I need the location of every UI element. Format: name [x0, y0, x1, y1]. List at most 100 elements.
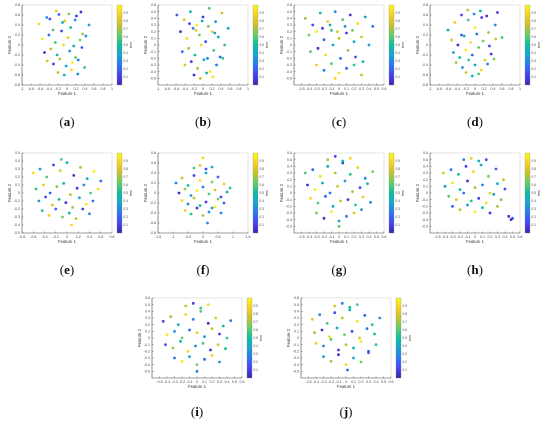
colorbar-tick-label: 0.5 [260, 43, 265, 47]
x-tick-label: 0.6 [518, 235, 523, 239]
data-point [306, 183, 309, 187]
y-tick-label: 0 [18, 191, 20, 195]
y-tick-label: 0.6 [15, 13, 20, 17]
axes-box [21, 152, 113, 234]
colorbar-tick-label: 0.8 [260, 167, 265, 171]
data-point [71, 206, 75, 209]
data-point [356, 166, 360, 170]
data-point [218, 360, 221, 364]
colorbar-tick-label: 0.9 [532, 159, 537, 163]
y-tick-label: 0.3 [287, 23, 292, 27]
colorbar-tick-label: 0.5 [124, 191, 129, 195]
data-point [309, 50, 312, 54]
data-point [322, 355, 325, 359]
y-tick-label: 0.2 [145, 323, 150, 327]
data-point [208, 70, 212, 74]
y-tick-label: 0.4 [15, 23, 20, 27]
data-point [360, 35, 363, 39]
data-point [226, 26, 230, 30]
data-point [355, 303, 359, 307]
colorbar-tick-label: 0.7 [532, 27, 537, 31]
data-point [195, 23, 199, 27]
data-point [76, 72, 80, 76]
y-tick-label: 0 [18, 43, 20, 47]
data-point [60, 29, 63, 33]
data-point [207, 192, 211, 196]
data-point [330, 210, 333, 214]
colorbar-tick-label: 0.9 [124, 11, 129, 15]
x-tick-label: -0.3 [320, 380, 326, 384]
data-point [326, 20, 330, 24]
data-point [464, 164, 468, 168]
data-point [70, 223, 73, 227]
data-point [216, 343, 220, 347]
colorbar-tick-label: 0.5 [532, 191, 537, 195]
data-point [224, 347, 227, 351]
data-point [186, 202, 190, 206]
colorbar-tick-label: 0.8 [532, 19, 537, 23]
y-tick-label: 0.1 [151, 37, 156, 41]
data-point [228, 186, 232, 190]
data-point [343, 24, 347, 28]
x-tick-label: 0.2 [74, 87, 79, 91]
y-tick-label: 0.4 [423, 165, 428, 169]
data-point [472, 170, 475, 174]
data-point [201, 185, 205, 189]
data-point [71, 61, 74, 64]
x-tick-label: -0.3 [171, 380, 177, 384]
data-point [363, 176, 367, 180]
x-axis-label: Feature 1 [466, 239, 485, 244]
x-tick-label: -1 [171, 235, 174, 239]
x-tick-label: -0.2 [53, 235, 59, 239]
data-point [205, 71, 209, 75]
data-point [370, 323, 374, 327]
data-point [479, 9, 482, 13]
x-tick-label: 0.4 [503, 235, 508, 239]
x-tick-label: -0.4 [454, 87, 460, 91]
data-point [76, 58, 80, 62]
x-tick-label: -0.2 [457, 235, 463, 239]
colorbar-tick-label: 0.5 [396, 191, 401, 195]
colorbar-label: tree [537, 190, 541, 196]
colorbar-tick-label: 0.5 [254, 336, 259, 340]
data-point [85, 177, 89, 181]
x-tick-label: 1 [111, 87, 113, 91]
data-point [92, 170, 96, 173]
data-point [472, 12, 476, 16]
data-point [50, 203, 54, 207]
data-point [333, 304, 337, 308]
colorbar-tick-label: 0.6 [124, 183, 129, 187]
data-point [213, 31, 217, 35]
x-tick-label: 0 [196, 380, 198, 384]
y-tick-label: 0.5 [151, 10, 156, 14]
data-point [206, 321, 210, 325]
data-point [188, 328, 191, 332]
y-tick-label: 0.4 [151, 17, 156, 21]
y-tick-label: -0.1 [14, 199, 20, 203]
colorbar-tick-label: 0.4 [260, 51, 265, 55]
x-tick-label: 0.6 [98, 235, 103, 239]
panel-caption-d: (d) [467, 114, 483, 129]
colorbar-tick-label: 0.2 [260, 215, 265, 219]
x-tick-label: 0.2 [352, 235, 357, 239]
data-point [346, 198, 350, 202]
data-point [37, 22, 41, 26]
data-point [480, 16, 484, 19]
colorbar-tick-label: 0.2 [396, 215, 401, 219]
data-point [89, 191, 93, 195]
data-point [331, 43, 335, 47]
data-point [328, 191, 332, 195]
scatter-panel-i: -0.5 -0.4 -0.3 -0.2 -0.1 0 0.1 0.2 0.3 0.4 0.5 0.6-… [137, 296, 263, 389]
data-point [173, 329, 176, 333]
data-point [324, 194, 327, 198]
data-point [345, 31, 348, 35]
data-point [222, 201, 226, 205]
data-point [329, 359, 333, 363]
x-tick-label: 1 [247, 87, 249, 91]
data-point [206, 303, 210, 307]
data-point [173, 356, 176, 360]
x-tick-label: 0.6 [389, 380, 394, 384]
x-tick-label: -0.6 [30, 235, 36, 239]
y-tick-label: 0.4 [294, 310, 299, 314]
data-point [502, 178, 505, 182]
